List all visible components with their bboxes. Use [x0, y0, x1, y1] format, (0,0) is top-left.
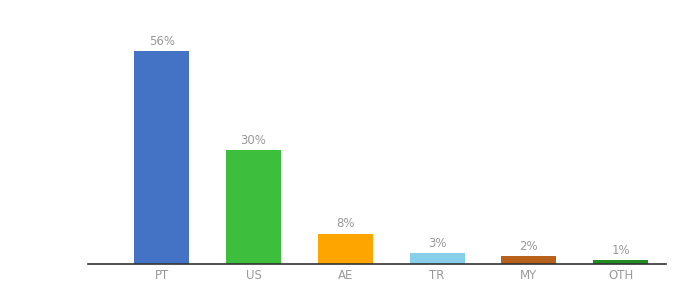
Text: 8%: 8% [336, 218, 354, 230]
Bar [501, 256, 556, 264]
Text: 30%: 30% [241, 134, 267, 147]
Text: 3%: 3% [428, 236, 446, 250]
Bar [318, 233, 373, 264]
Text: 1%: 1% [611, 244, 630, 257]
Bar [134, 51, 189, 264]
Bar [226, 150, 281, 264]
Text: 2%: 2% [520, 240, 538, 253]
Text: 56%: 56% [149, 34, 175, 48]
Bar [409, 253, 464, 264]
Bar [593, 260, 648, 264]
